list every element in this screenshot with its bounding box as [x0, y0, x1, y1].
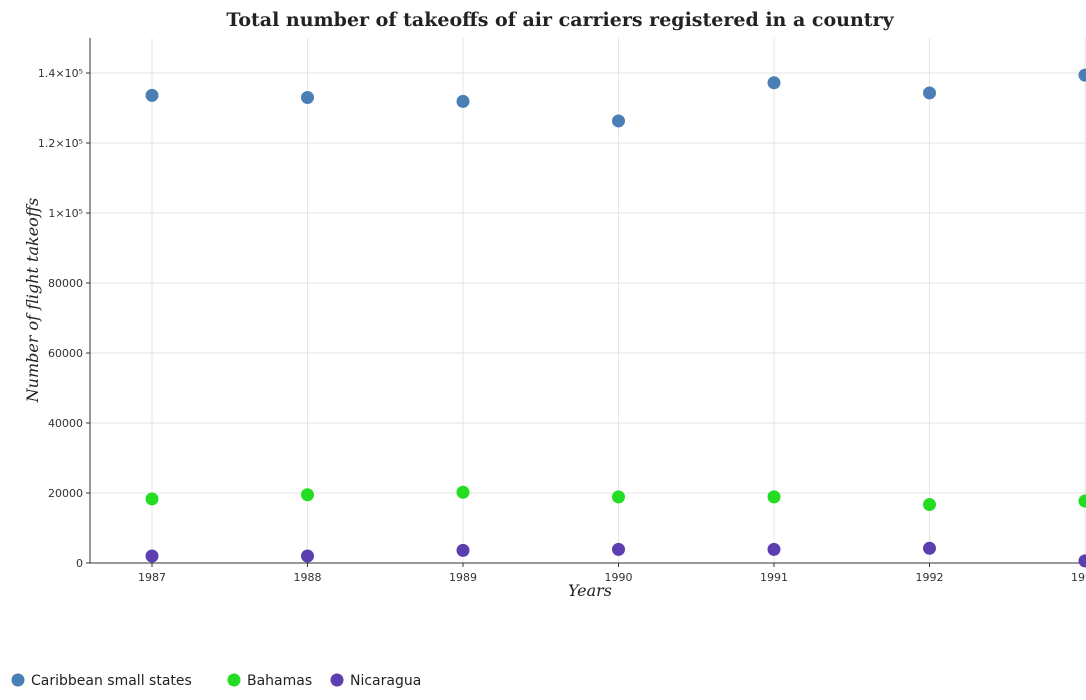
legend-marker: [227, 673, 241, 687]
legend: Caribbean small states Bahamas Nicaragua: [11, 673, 421, 689]
chart-title: Total number of takeoffs of air carriers…: [226, 9, 894, 31]
data-point-nicaragua: [923, 541, 936, 555]
data-point-bahamas: [923, 498, 936, 512]
data-points: [145, 68, 1086, 568]
data-point-caribbean-small-states: [767, 76, 781, 90]
data-point-bahamas: [1078, 494, 1086, 508]
y-axis-label: Number of flight takeoffs: [23, 198, 42, 404]
data-point-caribbean-small-states: [1078, 68, 1086, 82]
y-tick-label: 80000: [48, 277, 83, 290]
y-tick-label: 60000: [48, 347, 83, 360]
x-tick-label: 1991: [760, 571, 788, 584]
data-point-caribbean-small-states: [145, 88, 159, 102]
legend-label: Nicaragua: [350, 673, 421, 689]
y-tick-label: 40000: [48, 417, 83, 430]
data-point-bahamas: [301, 488, 314, 502]
y-tick-label: 20000: [48, 487, 83, 500]
grid: [90, 38, 1086, 564]
data-point-caribbean-small-states: [612, 114, 625, 128]
data-point-bahamas: [612, 490, 625, 504]
x-tick-label: 1993: [1071, 571, 1086, 584]
x-tick-label: 1989: [449, 571, 477, 584]
x-axis-label: Years: [568, 581, 612, 600]
data-point-bahamas: [145, 492, 159, 506]
x-tick-label: 1988: [294, 571, 322, 584]
x-tick-label: 1990: [605, 571, 633, 584]
y-tick-label: 1×10⁵: [48, 207, 83, 220]
data-point-bahamas: [767, 490, 781, 504]
data-point-nicaragua: [612, 542, 625, 556]
data-point-nicaragua: [301, 549, 314, 563]
data-point-nicaragua: [767, 542, 781, 556]
y-tick-label: 1.2×10⁵: [38, 137, 83, 150]
x-ticks: 1987 1988 1989 1990 1991 1992 1993: [138, 563, 1086, 584]
y-ticks: 0 20000 40000 60000 80000 1×10⁵ 1.2×10⁵ 1.4×10⁵: [38, 67, 90, 570]
data-point-caribbean-small-states: [923, 86, 936, 100]
x-tick-label: 1992: [916, 571, 944, 584]
y-tick-label: 0: [76, 557, 83, 570]
legend-marker: [11, 673, 25, 687]
legend-label: Bahamas: [247, 673, 312, 689]
y-tick-label: 1.4×10⁵: [38, 67, 83, 80]
data-point-nicaragua: [456, 543, 470, 557]
data-point-nicaragua: [1078, 554, 1086, 568]
legend-marker: [330, 673, 344, 687]
data-point-nicaragua: [145, 549, 159, 563]
data-point-bahamas: [456, 485, 470, 499]
x-tick-label: 1987: [138, 571, 166, 584]
legend-label: Caribbean small states: [31, 673, 192, 689]
data-point-caribbean-small-states: [301, 91, 314, 104]
data-point-caribbean-small-states: [456, 94, 470, 108]
